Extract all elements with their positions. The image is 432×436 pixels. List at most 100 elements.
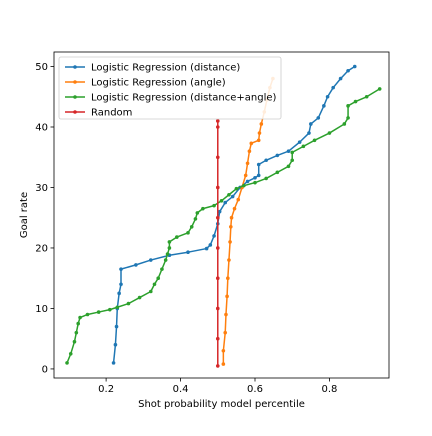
data-point: [229, 225, 233, 229]
data-point: [309, 122, 313, 126]
data-point: [86, 313, 90, 317]
data-point: [316, 116, 320, 120]
data-point: [231, 195, 235, 199]
data-point: [216, 246, 220, 250]
data-point: [175, 235, 179, 239]
data-point: [127, 302, 131, 306]
data-point: [115, 325, 119, 329]
x-tick-label: 0.2: [98, 384, 114, 395]
data-point: [97, 310, 101, 314]
data-point: [69, 352, 73, 356]
data-point: [216, 155, 220, 159]
data-point: [216, 216, 220, 220]
legend-entry: Logistic Regression (distance): [65, 63, 240, 74]
data-point: [201, 207, 205, 211]
data-point: [138, 296, 142, 300]
data-point: [156, 276, 160, 280]
data-point: [264, 177, 268, 181]
data-point: [346, 69, 350, 73]
data-point: [227, 193, 231, 197]
data-point: [246, 161, 250, 165]
data-point: [339, 77, 343, 81]
legend-label: Logistic Regression (distance+angle): [91, 93, 276, 104]
data-point: [260, 122, 264, 126]
data-point: [328, 131, 332, 135]
data-point: [78, 316, 82, 320]
x-axis: 0.2 0.4 0.6 0.8: [98, 378, 337, 395]
data-point: [236, 198, 240, 202]
data-point: [196, 211, 200, 215]
data-point: [216, 276, 220, 280]
data-point: [257, 139, 261, 143]
data-point: [76, 322, 80, 326]
data-point: [264, 158, 268, 162]
y-tick-label: 50: [35, 62, 48, 73]
data-point: [228, 240, 232, 244]
legend-label: Logistic Regression (distance): [91, 63, 240, 74]
data-point: [216, 307, 220, 311]
data-point: [222, 362, 226, 366]
data-point: [354, 100, 358, 104]
data-point: [257, 174, 261, 178]
data-point: [73, 340, 77, 344]
data-point: [149, 290, 153, 294]
data-point: [212, 204, 216, 208]
data-point: [212, 234, 216, 238]
legend-marker: [73, 80, 77, 84]
data-point: [222, 349, 226, 353]
data-point: [226, 276, 230, 280]
data-point: [343, 122, 347, 126]
data-point: [168, 240, 172, 244]
data-point: [75, 331, 79, 335]
data-point: [134, 263, 138, 267]
data-point: [253, 181, 257, 185]
data-point: [186, 250, 190, 254]
data-point: [216, 364, 220, 368]
y-tick-label: 20: [35, 243, 48, 254]
data-point: [298, 140, 302, 144]
legend-marker: [73, 65, 77, 69]
data-point: [223, 331, 227, 335]
x-axis-label: Shot probability model percentile: [138, 399, 305, 410]
x-tick-label: 0.6: [247, 384, 263, 395]
data-point: [227, 258, 231, 262]
data-point: [346, 116, 350, 120]
data-point: [233, 207, 237, 211]
legend: Logistic Regression (distance) Logistic R…: [59, 57, 281, 119]
data-point: [287, 149, 291, 153]
data-point: [149, 258, 153, 262]
data-point: [331, 86, 335, 90]
data-point: [114, 343, 118, 347]
data-point: [216, 119, 220, 123]
data-point: [65, 361, 69, 365]
data-point: [365, 95, 369, 99]
data-point: [225, 295, 229, 299]
data-point: [378, 87, 382, 91]
data-point: [220, 199, 224, 203]
legend-entry: Logistic Regression (distance+angle): [65, 93, 276, 104]
data-point: [205, 247, 209, 251]
data-point: [242, 184, 246, 188]
legend-label: Logistic Regression (angle): [91, 78, 226, 89]
y-tick-label: 40: [35, 122, 48, 133]
data-point: [209, 243, 213, 247]
data-point: [290, 158, 294, 162]
data-point: [216, 337, 220, 341]
data-point: [186, 231, 190, 235]
data-point: [246, 180, 250, 184]
data-point: [302, 145, 306, 149]
y-axis-label: Goal rate: [19, 192, 30, 238]
data-point: [194, 217, 198, 221]
data-point: [216, 186, 220, 190]
data-point: [112, 361, 116, 365]
data-point: [276, 171, 280, 175]
y-tick-label: 10: [35, 304, 48, 315]
data-point: [235, 187, 239, 191]
data-point: [307, 131, 311, 135]
data-point: [253, 176, 257, 180]
data-point: [168, 246, 172, 250]
data-point: [322, 104, 326, 108]
data-point: [353, 65, 357, 69]
